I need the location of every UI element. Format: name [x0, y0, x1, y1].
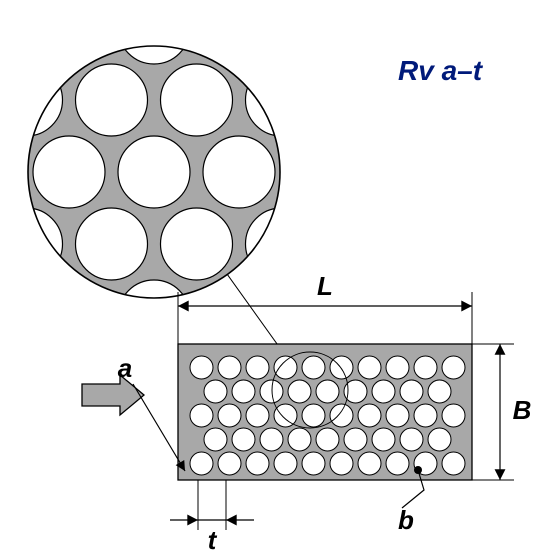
svg-text:L: L — [317, 271, 333, 301]
svg-text:B: B — [513, 395, 532, 425]
svg-text:t: t — [208, 525, 218, 550]
diagram-title: Rv a–t — [398, 55, 482, 87]
direction-arrow — [82, 375, 144, 415]
svg-text:a: a — [118, 353, 132, 383]
svg-text:b: b — [398, 505, 414, 535]
